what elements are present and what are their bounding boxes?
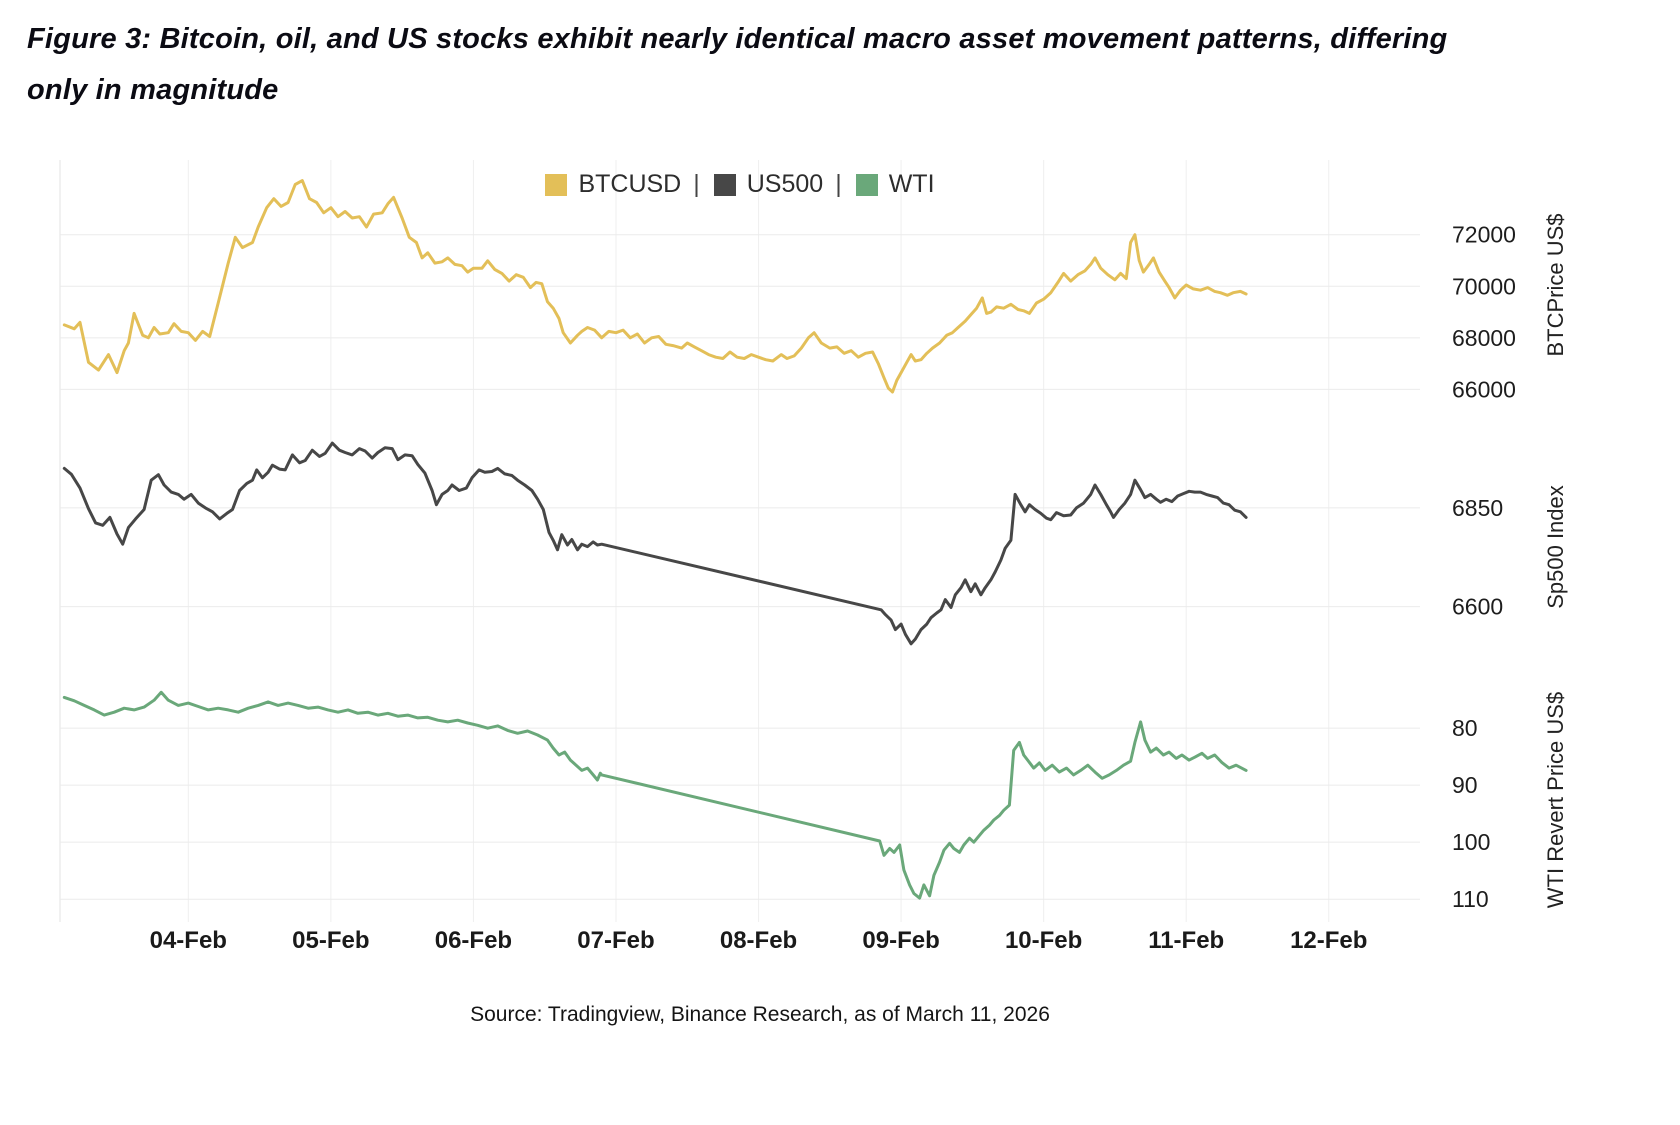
y-tick-label: 72000 xyxy=(1452,222,1516,248)
chart-legend: BTCUSD | US500 | WTI xyxy=(0,170,1480,199)
figure-title: Figure 3: Bitcoin, oil, and US stocks ex… xyxy=(27,23,1448,106)
x-tick-label: 12-Feb xyxy=(1290,927,1367,954)
legend-label-wti: WTI xyxy=(888,170,935,198)
x-tick-label: 04-Feb xyxy=(150,927,227,954)
y-tick-label: 68000 xyxy=(1452,325,1516,351)
y-axis-title: WTI Revert Price US$ xyxy=(1543,692,1568,908)
series-us500-line xyxy=(62,441,1248,646)
y-tick-label: 70000 xyxy=(1452,273,1516,299)
y-tick-label: 100 xyxy=(1452,829,1490,855)
legend-item-us500: US500 | xyxy=(713,170,842,199)
wti-swatch-icon xyxy=(855,173,878,196)
x-tick-label: 10-Feb xyxy=(1005,927,1082,954)
y-tick-label: 110 xyxy=(1452,886,1489,912)
y-tick-label: 80 xyxy=(1452,715,1478,741)
x-tick-label: 06-Feb xyxy=(435,927,512,954)
legend-item-wti: WTI xyxy=(855,170,935,199)
x-gridlines-and-labels: 04-Feb 05-Feb 06-Feb 07-Feb 08-Feb 09-Feb 10-F… xyxy=(59,160,1367,954)
us500-swatch-icon xyxy=(713,173,736,196)
panel-us500: 6600 6850 Sp500 Index xyxy=(60,441,1568,646)
x-tick-label: 08-Feb xyxy=(720,927,797,954)
x-tick-label: 09-Feb xyxy=(862,927,939,954)
series-btcusd-line xyxy=(62,179,1248,394)
source-note: Source: Tradingview, Binance Research, a… xyxy=(470,1003,1050,1026)
legend-separator: | xyxy=(693,170,700,198)
y-tick-label: 6600 xyxy=(1452,594,1503,620)
btcusd-swatch-icon xyxy=(545,173,568,196)
y-tick-label: 66000 xyxy=(1452,376,1516,402)
x-tick-label: 11-Feb xyxy=(1148,927,1224,954)
x-tick-label: 05-Feb xyxy=(292,927,369,954)
legend-item-btcusd: BTCUSD | xyxy=(545,170,700,199)
y-tick-label: 6850 xyxy=(1452,495,1503,521)
y-tick-label: 90 xyxy=(1452,772,1478,798)
x-tick-label: 07-Feb xyxy=(577,927,654,954)
y-axis-title: BTCPrice US$ xyxy=(1543,213,1568,356)
legend-label-us500: US500 xyxy=(746,170,824,198)
y-axis-title: Sp500 Index xyxy=(1543,485,1568,609)
series-wti-line xyxy=(62,690,1248,900)
panel-wti: 80 90 100 110 WTI Revert Price US$ xyxy=(60,690,1568,912)
legend-label-btcusd: BTCUSD xyxy=(578,170,682,198)
legend-separator: | xyxy=(835,170,842,198)
panel-btcusd: 66000 68000 70000 72000 BTCPrice US$ xyxy=(60,179,1568,402)
